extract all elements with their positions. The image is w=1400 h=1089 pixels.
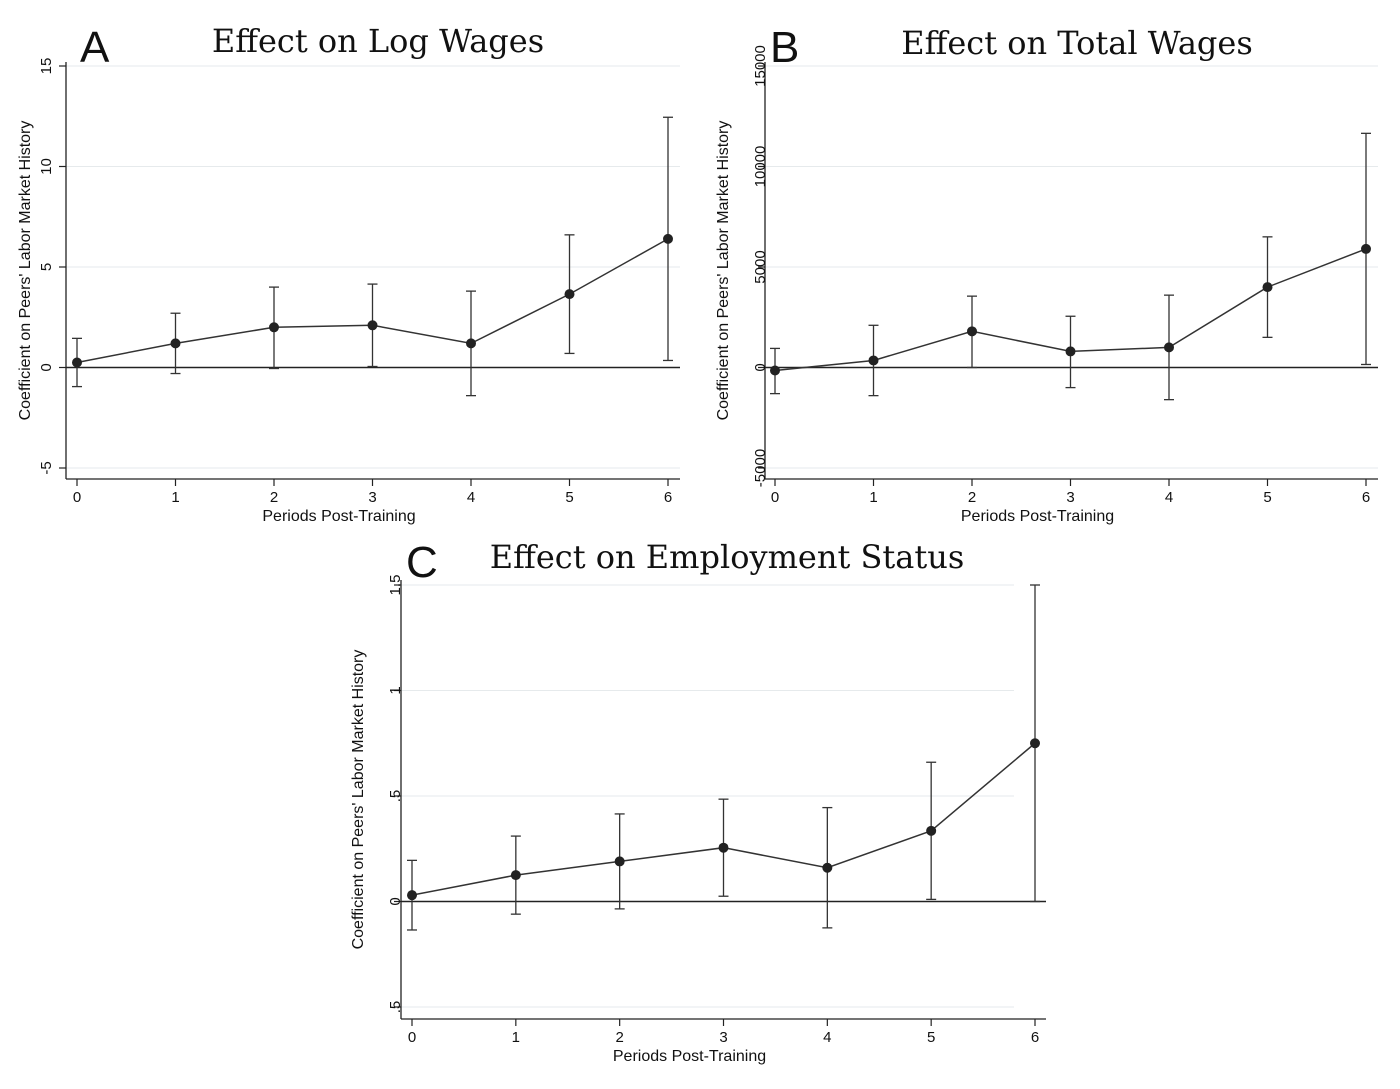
panel-a-y-tick-label: -5 bbox=[38, 461, 55, 474]
panel-a-point bbox=[269, 322, 279, 333]
panel-a-point bbox=[170, 338, 181, 349]
panel-c-x-tick-label: 6 bbox=[1031, 1029, 1039, 1046]
panel-c-y-tick-label: 0 bbox=[387, 897, 404, 905]
panel-b-x-tick-label: 2 bbox=[968, 489, 976, 506]
panel-b-title: Effect on Total Wages bbox=[901, 24, 1253, 62]
panel-c-point bbox=[614, 856, 625, 867]
panel-a-x-tick-label: 0 bbox=[73, 489, 81, 506]
panel-a-y-tick-label: 10 bbox=[38, 158, 55, 175]
panel-b-x-tick-label: 3 bbox=[1066, 489, 1074, 506]
panel-a-chart: A Effect on Log Wages -5 0 5 10 15 0 1 2 3 4 5 6 Per… bbox=[17, 22, 680, 525]
panel-b-y-tick-label: -5000 bbox=[752, 449, 769, 487]
panel-c-y-tick-label: .5 bbox=[387, 1001, 404, 1014]
panel-b-point bbox=[1361, 243, 1371, 254]
panel-c-point bbox=[718, 842, 729, 853]
panel-b-point bbox=[1164, 342, 1174, 353]
panel-b-y-axis-title: Coefficient on Peers' Labor Market Histo… bbox=[715, 121, 732, 421]
panel-c-y-tick-label: 1.5 bbox=[387, 575, 404, 596]
panel-c-x-tick-label: 5 bbox=[927, 1029, 935, 1046]
panel-a-y-axis-title: Coefficient on Peers' Labor Market Histo… bbox=[17, 121, 34, 421]
panel-c-y-tick-label: .5 bbox=[387, 790, 404, 803]
panel-c-y-axis-title: Coefficient on Peers' Labor Market Histo… bbox=[350, 650, 367, 950]
panel-a-point bbox=[367, 320, 378, 331]
panel-b-y-tick-label: 0 bbox=[752, 363, 769, 371]
panel-a-point bbox=[72, 357, 82, 368]
panel-a-x-tick-label: 5 bbox=[565, 489, 573, 506]
panel-b-letter: B bbox=[770, 23, 799, 72]
panel-a-y-tick-label: 0 bbox=[38, 363, 55, 371]
panel-a-x-tick-label: 1 bbox=[171, 489, 179, 506]
panel-a-letter: A bbox=[80, 23, 110, 72]
panel-a-point bbox=[663, 233, 673, 244]
panel-b-y-tick-label: 10000 bbox=[752, 146, 769, 188]
panel-b-point bbox=[868, 355, 879, 366]
panel-a-y-tick-label: 5 bbox=[38, 263, 55, 271]
panel-b-y-tick-label: 5000 bbox=[752, 250, 769, 283]
panel-a-point bbox=[564, 289, 575, 300]
panel-c-x-tick-label: 4 bbox=[823, 1029, 831, 1046]
panel-b-point bbox=[770, 365, 780, 376]
panel-b-chart: B Effect on Total Wages -500005000100001… bbox=[715, 23, 1378, 525]
panel-c-x-axis-title: Periods Post-Training bbox=[613, 1048, 766, 1065]
panel-b-x-tick-label: 6 bbox=[1362, 489, 1370, 506]
panel-c-point bbox=[926, 825, 937, 836]
panel-c-title: Effect on Employment Status bbox=[490, 538, 964, 576]
panel-a-point bbox=[466, 338, 476, 349]
panel-b-point bbox=[967, 326, 977, 337]
panel-c-point bbox=[510, 870, 521, 881]
panel-b-x-tick-label: 1 bbox=[869, 489, 877, 506]
panel-b-x-tick-label: 4 bbox=[1165, 489, 1173, 506]
panel-c-point bbox=[1030, 738, 1040, 749]
panel-a-x-tick-label: 4 bbox=[467, 489, 475, 506]
panel-b-y-tick-label: 15000 bbox=[752, 45, 769, 87]
panel-a-x-axis-title: Periods Post-Training bbox=[262, 508, 415, 525]
panel-a-title: Effect on Log Wages bbox=[212, 22, 544, 60]
panel-c-y-tick-label: 1 bbox=[387, 686, 404, 694]
panel-c-point bbox=[822, 862, 833, 873]
panel-a-x-tick-label: 3 bbox=[368, 489, 376, 506]
panel-a-x-tick-label: 2 bbox=[270, 489, 278, 506]
panel-c-letter: C bbox=[406, 538, 438, 587]
panel-c-x-tick-label: 2 bbox=[615, 1029, 623, 1046]
panel-c-point bbox=[407, 890, 417, 901]
panel-b-point bbox=[1262, 282, 1273, 293]
panel-b-x-tick-label: 5 bbox=[1263, 489, 1271, 506]
panel-b-x-tick-label: 0 bbox=[771, 489, 779, 506]
panel-c-x-tick-label: 1 bbox=[512, 1029, 520, 1046]
panel-c-chart: C Effect on Employment Status .5 0 .5 1 1.5 0… bbox=[350, 538, 1046, 1065]
panel-c-x-tick-label: 3 bbox=[719, 1029, 727, 1046]
panel-b-x-axis-title: Periods Post-Training bbox=[961, 508, 1114, 525]
panel-a-x-tick-label: 6 bbox=[664, 489, 672, 506]
panel-b-point bbox=[1065, 346, 1076, 357]
panel-c-x-tick-label: 0 bbox=[408, 1029, 416, 1046]
panel-a-y-tick-label: 15 bbox=[38, 58, 55, 75]
